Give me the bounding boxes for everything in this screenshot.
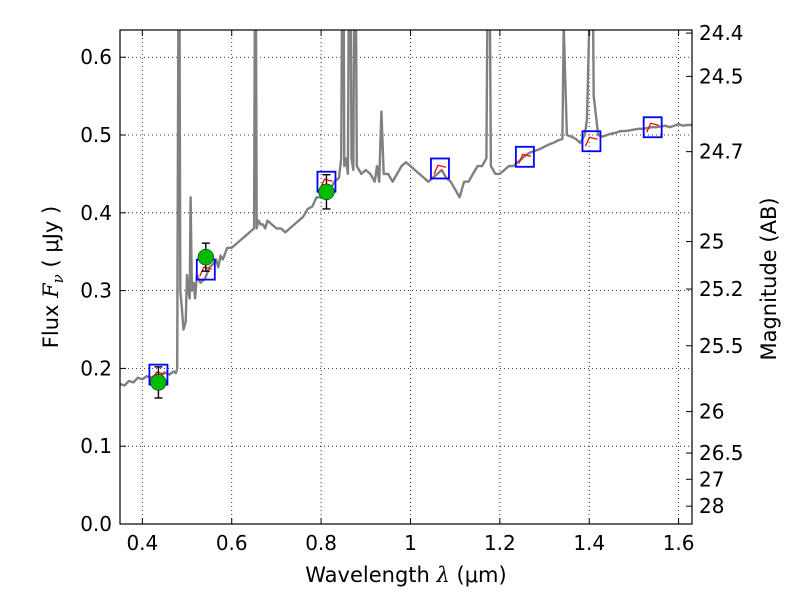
y2-tick-label: 24.4 [699,21,744,45]
model-fit-segment [646,122,659,133]
model-fit-segment [584,136,598,147]
plot-series [120,30,692,399]
model-box-marker [581,130,602,153]
observed-point [150,374,167,391]
observed-point [318,183,335,201]
y-tick-label: 0.4 [80,201,112,225]
y-tick-label: 0.2 [80,356,112,380]
right-axis-label: Magnitude (AB) [757,197,781,360]
x-tick-label: 1 [404,531,417,555]
y2-tick-label: 24.5 [699,64,744,88]
observed-point [197,248,215,266]
y2-tick-label: 26.5 [699,441,744,465]
x-axis-label: Wavelength λ (μm) [305,563,506,587]
model-box-marker [430,157,450,180]
x-tick-label: 1.2 [484,531,516,555]
y2-tick-label: 24.7 [699,140,744,164]
y-axis-label: Flux Fν ( μJy ) [39,206,67,348]
y2-tick-label: 25.5 [699,334,744,358]
model-fit-segment [433,164,447,175]
spectrum-line [120,30,692,387]
y2-tick-label: 27 [699,467,724,491]
model-box-marker [514,145,535,168]
x-tick-label: 0.4 [126,531,158,555]
y2-tick-label: 26 [699,400,724,424]
plot-frame [119,29,693,525]
x-tick-label: 0.6 [216,531,248,555]
x-tick-label: 1.4 [573,531,605,555]
y-tick-label: 0.0 [80,512,112,536]
y2-tick-label: 28 [699,494,724,518]
y-tick-label: 0.6 [80,45,112,69]
model-fit-segment [518,153,532,164]
x-tick-label: 0.8 [305,531,337,555]
axis-ticks: 0.4 0.6 0.8 1 1.2 1.4 1.6 0.0 0.1 0.2 0.3 0.4 0.5 0.6… [80,21,743,555]
y-tick-label: 0.1 [80,434,112,458]
y-tick-label: 0.3 [80,279,112,303]
series-clip-group [120,30,692,399]
y2-tick-label: 25.2 [699,277,744,301]
model-fit-segment [199,266,212,277]
model-box-marker [642,116,663,139]
y-tick-label: 0.5 [80,123,112,147]
y2-tick-label: 25 [699,230,724,254]
x-tick-label: 1.6 [663,531,695,555]
